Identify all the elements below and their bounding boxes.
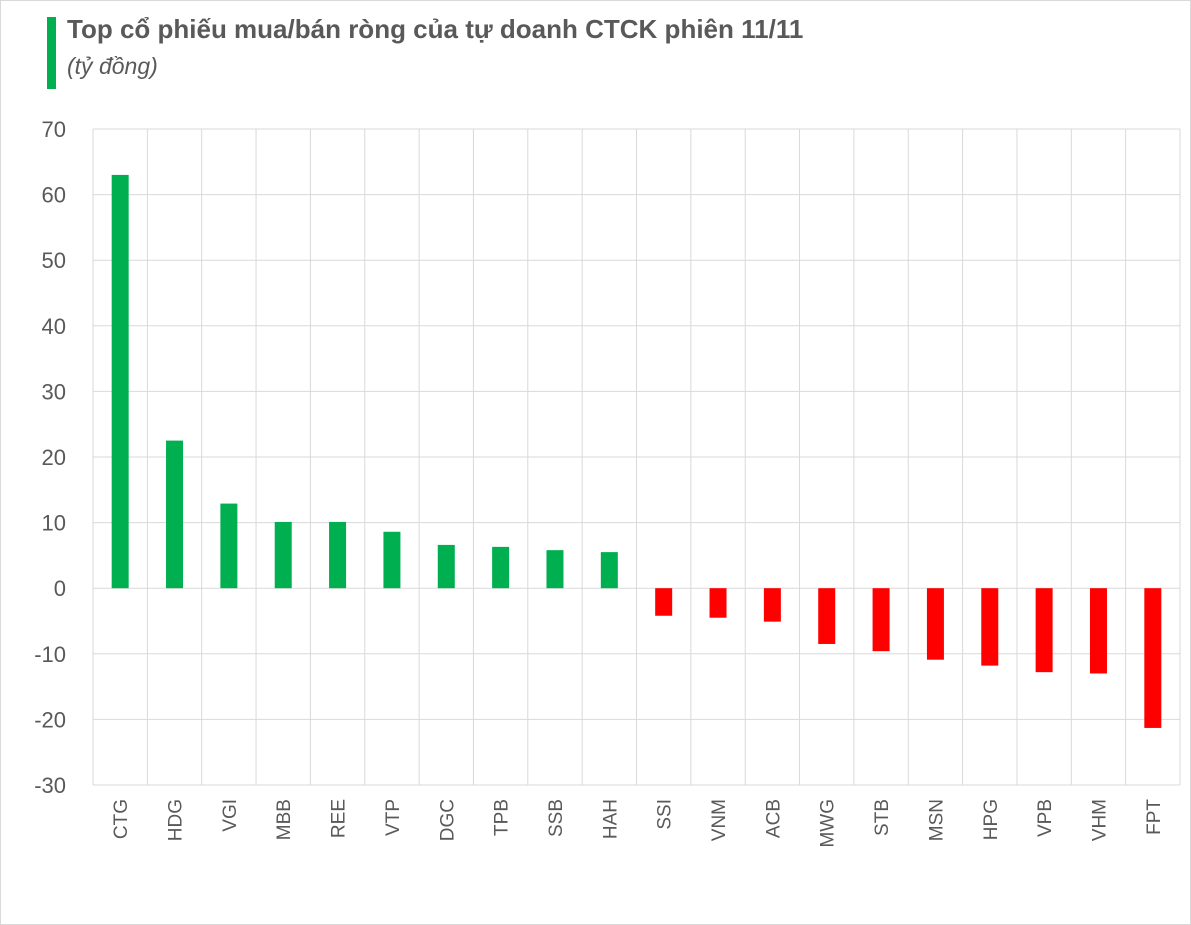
x-tick-label: STB [872, 799, 893, 836]
x-tick-label: CTG [111, 799, 132, 839]
x-tick-label: VPB [1035, 799, 1056, 837]
bar-mbb [274, 521, 292, 589]
bar-vhm [1089, 588, 1107, 674]
bar-vpb [1035, 588, 1053, 673]
x-tick-label: HAH [600, 799, 621, 839]
x-tick-label: REE [329, 799, 350, 838]
x-tick-label: VTP [383, 799, 404, 836]
bar-msn [926, 588, 944, 660]
x-tick-label: HPG [981, 799, 1002, 840]
bar-stb [872, 588, 890, 652]
y-tick-label: 50 [42, 248, 66, 273]
bar-hah [600, 552, 618, 589]
y-tick-label: 0 [54, 576, 66, 601]
bar-mwg [818, 588, 836, 644]
x-tick-label: MBB [274, 799, 295, 840]
bar-vnm [709, 588, 727, 618]
bar-dgc [437, 544, 455, 589]
bar-tpb [492, 546, 510, 589]
y-tick-label: 20 [42, 445, 66, 470]
x-tick-label: VGI [220, 799, 241, 832]
bar-ssb [546, 550, 564, 589]
x-tick-label: ACB [763, 799, 784, 838]
x-tick-label: MWG [818, 799, 839, 848]
x-tick-label: MSN [926, 799, 947, 841]
chart-title: Top cổ phiếu mua/bán ròng của tự doanh C… [67, 14, 804, 44]
x-tick-label: SSB [546, 799, 567, 837]
y-tick-label: -10 [34, 642, 66, 667]
bar-vtp [383, 531, 401, 589]
x-tick-label: DGC [437, 799, 458, 841]
bar-hpg [981, 588, 999, 666]
bar-ssi [655, 588, 673, 616]
x-tick-label: FPT [1144, 799, 1165, 835]
bar-hdg [166, 440, 184, 589]
y-tick-label: 10 [42, 511, 66, 536]
title-accent-bar [47, 17, 56, 89]
y-tick-label: 70 [42, 117, 66, 142]
bar-fpt [1144, 588, 1162, 728]
x-tick-label: VNM [709, 799, 730, 841]
bar-acb [763, 588, 781, 622]
x-tick-label: SSI [655, 799, 676, 830]
bar-ree [329, 521, 347, 589]
y-tick-label: -20 [34, 707, 66, 732]
chart-subtitle: (tỷ đồng) [67, 53, 158, 79]
x-tick-label: TPB [492, 799, 513, 836]
y-tick-label: 30 [42, 379, 66, 404]
x-tick-label: VHM [1089, 799, 1110, 841]
x-tick-label: HDG [166, 799, 187, 841]
y-tick-label: 40 [42, 314, 66, 339]
y-tick-label: 60 [42, 183, 66, 208]
bar-ctg [111, 174, 129, 589]
y-tick-label: -30 [34, 773, 66, 798]
bar-vgi [220, 503, 238, 589]
